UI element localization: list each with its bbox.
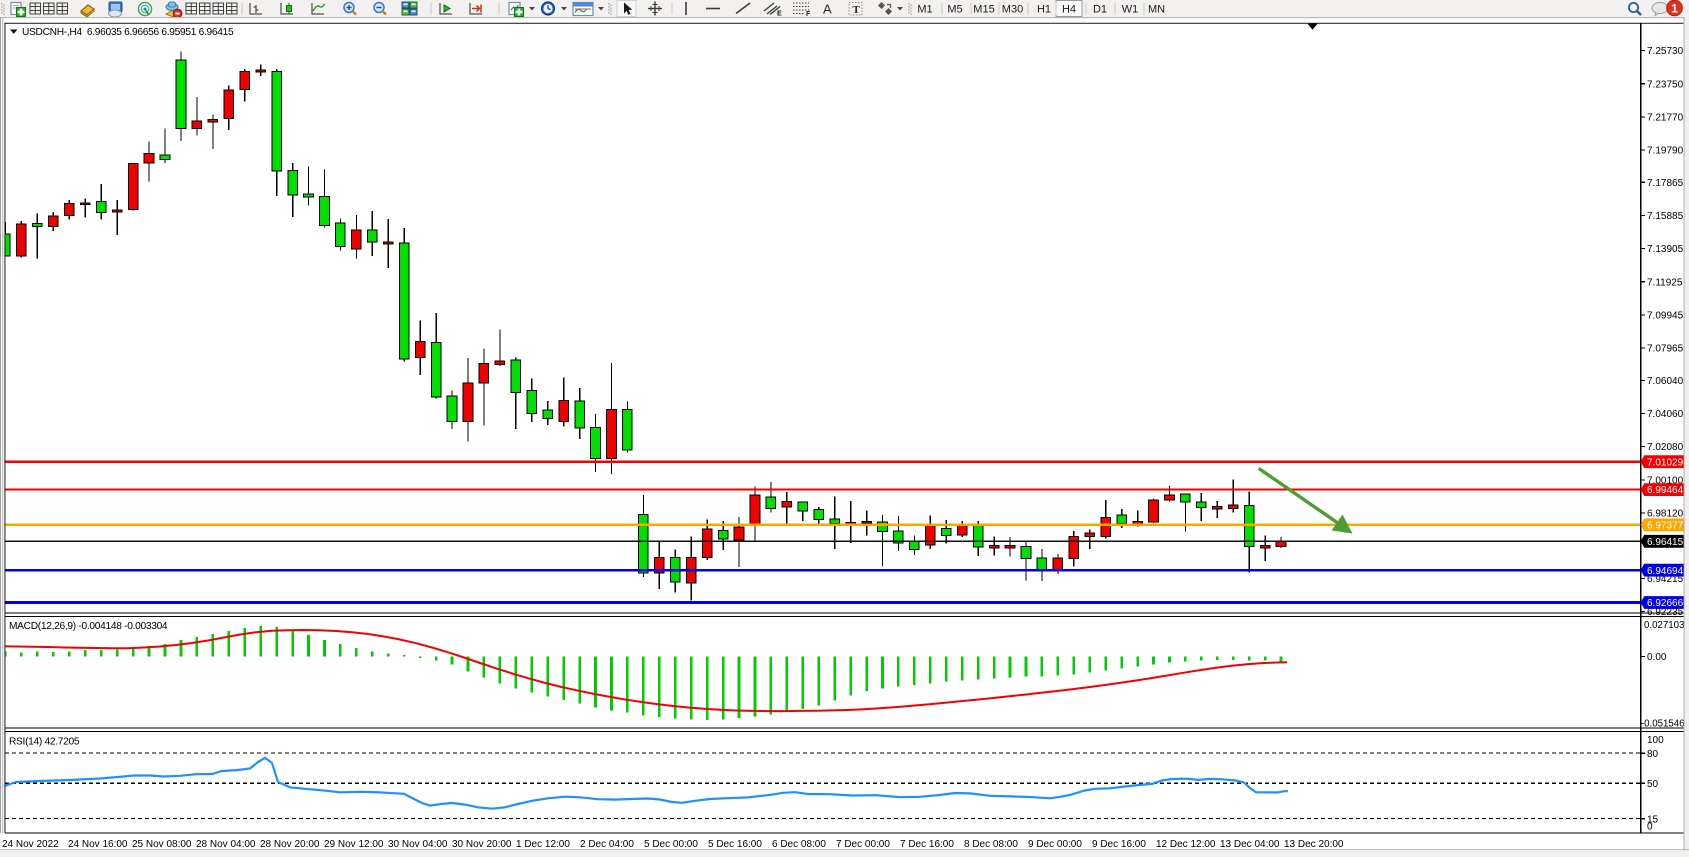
svg-text:1 Dec 12:00: 1 Dec 12:00 (516, 839, 570, 850)
svg-text:7.19790: 7.19790 (1647, 146, 1684, 157)
svg-text:MN: MN (1148, 4, 1165, 16)
svg-text:7.06040: 7.06040 (1647, 376, 1684, 387)
svg-text:13 Dec 04:00: 13 Dec 04:00 (1220, 839, 1280, 850)
svg-text:7.21770: 7.21770 (1647, 112, 1684, 123)
svg-text:M30: M30 (1002, 4, 1023, 16)
svg-text:H1: H1 (1037, 4, 1051, 16)
svg-text:F: F (806, 11, 811, 18)
svg-text:1: 1 (1671, 1, 1678, 15)
svg-text:28 Nov 20:00: 28 Nov 20:00 (260, 839, 320, 850)
svg-text:T: T (853, 4, 861, 16)
svg-text:7.07965: 7.07965 (1647, 344, 1684, 355)
svg-text:W1: W1 (1122, 4, 1139, 16)
svg-text:7.13905: 7.13905 (1647, 244, 1684, 255)
svg-text:24 Nov 2022: 24 Nov 2022 (2, 839, 59, 850)
svg-text:0: 0 (1647, 821, 1653, 832)
svg-text:9 Dec 00:00: 9 Dec 00:00 (1028, 839, 1082, 850)
svg-text:7 Dec 00:00: 7 Dec 00:00 (836, 839, 890, 850)
svg-text:7.17865: 7.17865 (1647, 178, 1684, 189)
svg-text:6.96415: 6.96415 (1647, 537, 1684, 548)
svg-text:6.99464: 6.99464 (1647, 485, 1684, 496)
svg-text:9 Dec 16:00: 9 Dec 16:00 (1092, 839, 1146, 850)
svg-text:M5: M5 (947, 4, 962, 16)
svg-text:M15: M15 (973, 4, 994, 16)
svg-text:0.027103: 0.027103 (1644, 620, 1684, 631)
svg-text:7.15885: 7.15885 (1647, 211, 1684, 222)
svg-text:24 Nov 16:00: 24 Nov 16:00 (68, 839, 128, 850)
svg-text:25 Nov 08:00: 25 Nov 08:00 (132, 839, 192, 850)
svg-text:7.11925: 7.11925 (1647, 277, 1683, 288)
svg-text:5 Dec 16:00: 5 Dec 16:00 (708, 839, 762, 850)
svg-text:80: 80 (1647, 749, 1659, 760)
svg-text:13 Dec 20:00: 13 Dec 20:00 (1284, 839, 1344, 850)
svg-text:0.00: 0.00 (1647, 652, 1667, 663)
svg-text:7.09945: 7.09945 (1647, 311, 1684, 322)
svg-text:USDCNH-,H4 6.96035 6.96656 6.: USDCNH-,H4 6.96035 6.96656 6.95951 6.964… (22, 27, 234, 38)
svg-text:6.94215: 6.94215 (1647, 574, 1684, 585)
svg-text:2 Dec 04:00: 2 Dec 04:00 (580, 839, 634, 850)
svg-text:7 Dec 16:00: 7 Dec 16:00 (900, 839, 954, 850)
svg-text:A: A (823, 2, 832, 17)
svg-text:29 Nov 12:00: 29 Nov 12:00 (324, 839, 384, 850)
svg-text:15: 15 (1647, 814, 1659, 825)
svg-text:100: 100 (1647, 735, 1664, 746)
svg-text:6.97377: 6.97377 (1647, 521, 1684, 532)
svg-text:30 Nov 20:00: 30 Nov 20:00 (452, 839, 512, 850)
svg-text:12 Dec 12:00: 12 Dec 12:00 (1156, 839, 1216, 850)
svg-text:50: 50 (1647, 779, 1659, 790)
svg-text:7.01029: 7.01029 (1647, 457, 1684, 468)
svg-text:H4: H4 (1062, 4, 1076, 16)
svg-text:6.92666: 6.92666 (1647, 598, 1684, 609)
svg-text:6.98120: 6.98120 (1647, 509, 1684, 520)
svg-text:6.92235: 6.92235 (1647, 607, 1684, 618)
svg-text:7.02080: 7.02080 (1647, 442, 1684, 453)
svg-text:8 Dec 08:00: 8 Dec 08:00 (964, 839, 1018, 850)
svg-text:7.00100: 7.00100 (1647, 475, 1684, 486)
svg-text:MACD(12,26,9) -0.004148 -0.003: MACD(12,26,9) -0.004148 -0.003304 (9, 621, 168, 632)
svg-text:5 Dec 00:00: 5 Dec 00:00 (644, 839, 698, 850)
svg-text:7.25730: 7.25730 (1647, 46, 1684, 57)
svg-text:M1: M1 (917, 4, 932, 16)
svg-text:7.04060: 7.04060 (1647, 409, 1684, 420)
svg-text:6.94694: 6.94694 (1647, 566, 1684, 577)
svg-text:30 Nov 04:00: 30 Nov 04:00 (388, 839, 448, 850)
svg-text:E: E (777, 11, 782, 18)
svg-text:6 Dec 08:00: 6 Dec 08:00 (772, 839, 826, 850)
svg-text:-0.051546: -0.051546 (1641, 719, 1685, 730)
svg-text:RSI(14) 42.7205: RSI(14) 42.7205 (9, 737, 80, 748)
svg-text:D1: D1 (1093, 4, 1107, 16)
svg-text:28 Nov 04:00: 28 Nov 04:00 (196, 839, 256, 850)
svg-text:7.23750: 7.23750 (1647, 79, 1684, 90)
